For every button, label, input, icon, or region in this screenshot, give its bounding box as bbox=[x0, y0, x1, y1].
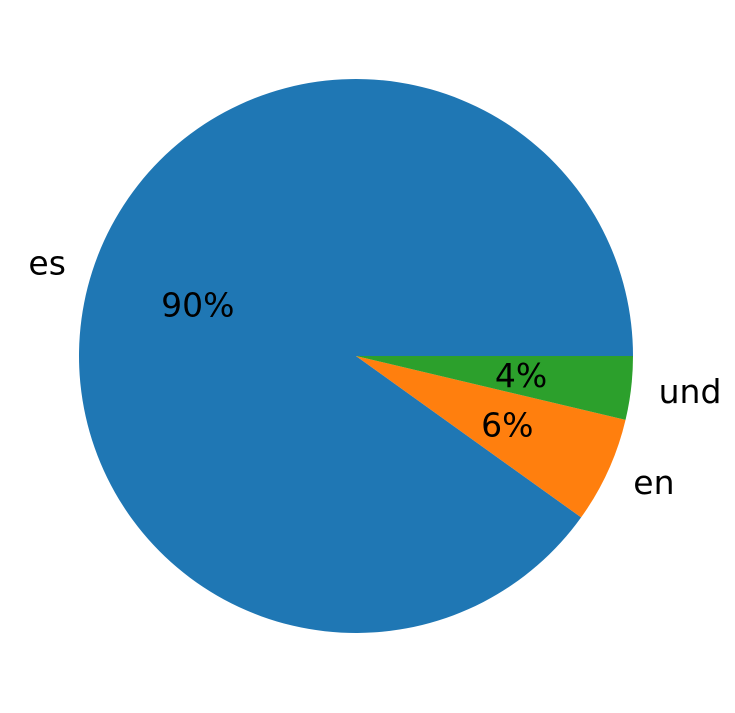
slice-label-und: und bbox=[659, 372, 722, 411]
slice-label-es: es bbox=[28, 243, 66, 282]
pie-slice-und bbox=[356, 356, 633, 420]
slice-label-en: en bbox=[633, 463, 674, 502]
pie-slice-en bbox=[356, 356, 626, 518]
pct-label-es: 90% bbox=[161, 286, 234, 325]
pie-slice-es bbox=[78, 79, 634, 634]
pct-label-und: 4% bbox=[495, 356, 547, 395]
pct-label-en: 6% bbox=[481, 405, 533, 444]
